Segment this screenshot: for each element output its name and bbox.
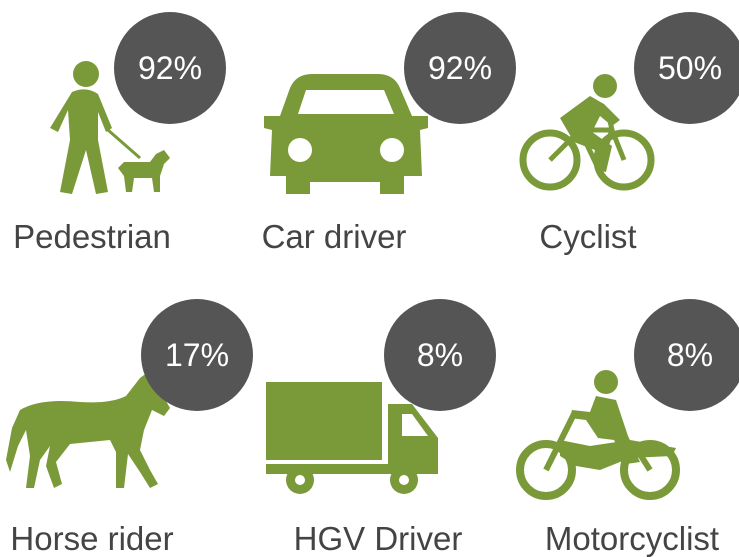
percent-text: 17% [165,337,229,373]
percent-text: 8% [667,337,713,373]
percent-text: 8% [417,337,463,373]
car-icon [264,74,428,194]
cyclist-icon [519,74,655,191]
motorcycle-icon [516,370,680,500]
item-label: Pedestrian [13,218,171,255]
item-label: Car driver [262,218,407,255]
item-label: Horse rider [10,520,173,557]
percent-bubble [634,299,739,411]
percent-bubble [384,299,496,411]
horse-icon [6,372,170,488]
percent-text: 92% [138,50,202,86]
item-label: Cyclist [539,218,636,255]
truck-icon [266,382,438,494]
pedestrian-icon [50,61,170,194]
percent-bubble [141,299,253,411]
percent-text: 92% [428,50,492,86]
percent-bubble [404,12,516,124]
item-label: HGV Driver [294,520,463,557]
percent-bubble [634,12,739,124]
percent-text: 50% [658,50,722,86]
percent-bubble [114,12,226,124]
item-label: Motorcyclist [545,520,719,557]
